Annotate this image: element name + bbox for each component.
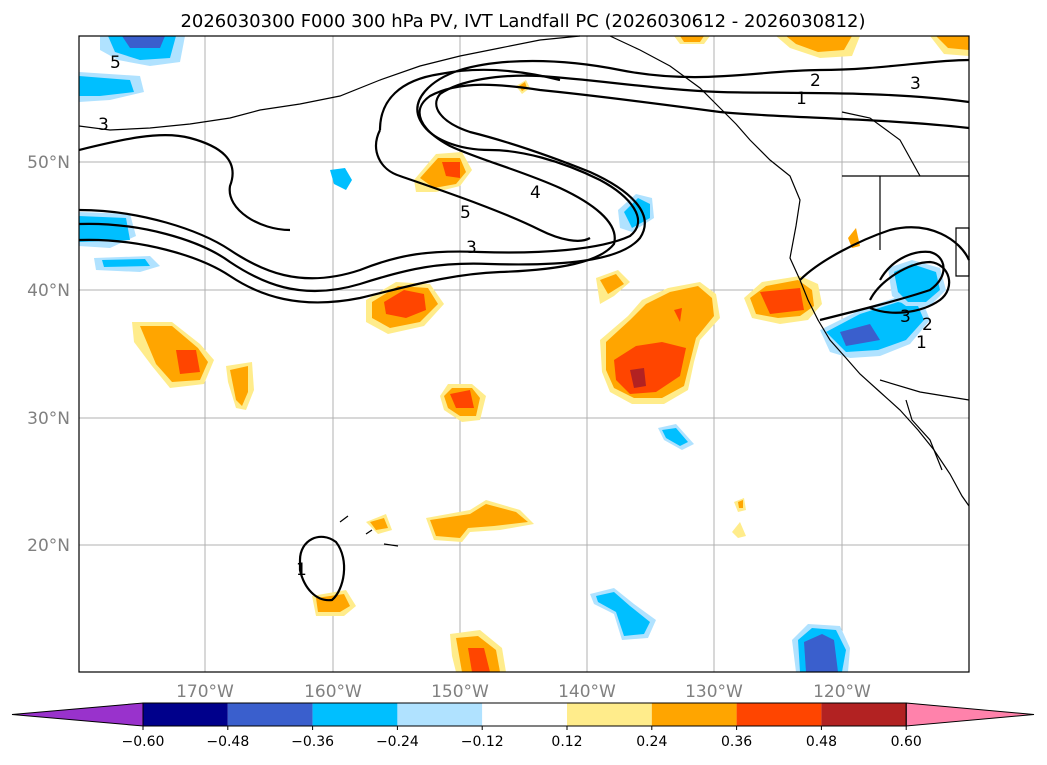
lat-label: 20°N (27, 536, 70, 556)
contour-label: 3 (900, 307, 911, 327)
colorbar-tick-label: 0.24 (636, 734, 667, 750)
lon-label: 160°W (304, 682, 362, 702)
contour-label: 3 (98, 115, 109, 135)
figure-title: 2026030300 F000 300 hPa PV, IVT Landfall… (180, 11, 865, 32)
colorbar: −0.60 −0.48 −0.36 −0.24 −0.12 0.12 0.24 0.36 0.4… (11, 702, 1035, 750)
colorbar-tick-label: −0.60 (122, 734, 165, 750)
contour-label: 1 (916, 333, 927, 353)
lon-label: 150°W (431, 682, 489, 702)
lat-label: 50°N (27, 153, 70, 173)
colorbar-tick-label: 0.36 (721, 734, 752, 750)
contour-label: 2 (922, 315, 933, 335)
colorbar-tick-label: −0.12 (461, 734, 504, 750)
lon-label: 130°W (685, 682, 743, 702)
contour-label: 3 (910, 74, 921, 94)
contour-label: 3 (466, 238, 477, 258)
lat-label: 30°N (27, 409, 70, 429)
ivt-shading (79, 36, 969, 672)
colorbar-segment (736, 703, 822, 726)
contour-label: 5 (460, 203, 471, 223)
colorbar-tick-label: −0.36 (291, 734, 334, 750)
colorbar-outline (142, 702, 907, 727)
colorbar-tick-label: −0.48 (206, 734, 249, 750)
colorbar-tick-label: 0.60 (891, 734, 922, 750)
colorbar-tick-label: −0.24 (376, 734, 419, 750)
lat-label: 40°N (27, 281, 70, 301)
colorbar-tick-label: 0.12 (551, 734, 582, 750)
colorbar-segment (312, 703, 398, 726)
colorbar-segment (567, 703, 652, 726)
lon-label: 120°W (813, 682, 871, 702)
colorbar-segment (651, 703, 737, 726)
colorbar-tick-label: 0.48 (806, 734, 837, 750)
contour-label: 4 (530, 183, 541, 203)
gridlines (79, 36, 969, 672)
lon-label: 140°W (558, 682, 616, 702)
colorbar-segment (482, 703, 567, 726)
lon-labels: 170°W 160°W 150°W 140°W 130°W 120°W (176, 682, 871, 702)
lat-labels: 50°N 40°N 30°N 20°N (27, 153, 70, 556)
coastlines (78, 35, 970, 547)
pv-contours (78, 58, 971, 602)
map-frame (78, 35, 970, 673)
colorbar-extend-high (905, 702, 1035, 727)
contour-labels: 5 3 5 4 3 2 1 3 1 3 2 1 (98, 53, 933, 580)
contour-label: 1 (296, 560, 307, 580)
colorbar-segment (227, 703, 313, 726)
contour-label: 5 (110, 53, 121, 73)
colorbar-segment (397, 703, 483, 726)
contour-label: 2 (810, 71, 821, 91)
colorbar-segment (143, 703, 228, 726)
contour-label: 1 (796, 89, 807, 109)
map-panel: 5 3 5 4 3 2 1 3 1 3 2 1 (78, 35, 971, 673)
colorbar-extend-low (11, 702, 144, 727)
colorbar-segment (821, 703, 907, 726)
lon-label: 170°W (176, 682, 234, 702)
